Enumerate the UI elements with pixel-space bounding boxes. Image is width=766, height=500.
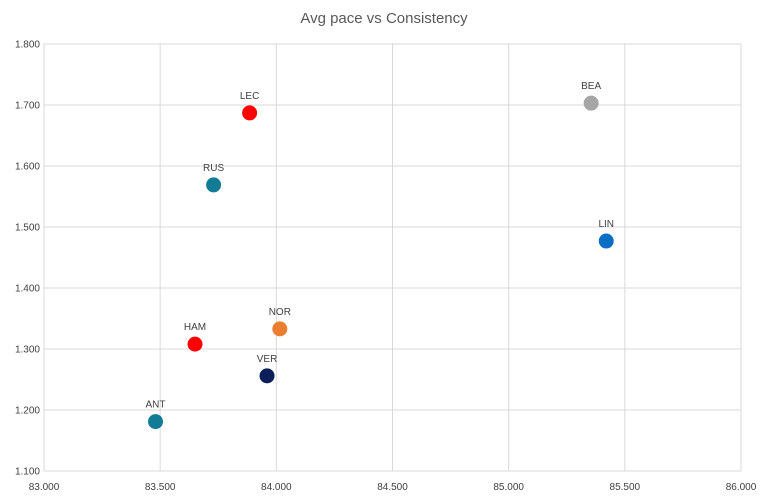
x-tick-label: 84.500 (377, 482, 408, 493)
x-tick-label: 85.000 (493, 482, 524, 493)
x-tick-label: 83.500 (145, 482, 176, 493)
data-points: LEC RUS BEA LIN NOR HAM VER ANT (146, 81, 614, 430)
data-point-ver (259, 368, 275, 384)
x-tick-label: 83.000 (29, 482, 60, 493)
y-axis-ticks: 1.100 1.200 1.300 1.400 1.500 1.600 1.700 1.800 (15, 40, 40, 478)
data-label-ham: HAM (184, 322, 206, 333)
y-tick-label: 1.100 (15, 467, 40, 478)
x-tick-label: 86.000 (726, 482, 757, 493)
y-tick-label: 1.200 (15, 406, 40, 417)
data-label-lin: LIN (598, 219, 614, 230)
x-tick-label: 84.000 (261, 482, 292, 493)
data-point-ham (187, 336, 203, 352)
data-point-ant (148, 414, 164, 430)
y-tick-label: 1.600 (15, 162, 40, 173)
data-label-lec: LEC (240, 91, 259, 102)
y-tick-label: 1.300 (15, 345, 40, 356)
data-label-bea: BEA (581, 81, 601, 92)
data-point-nor (272, 321, 288, 337)
data-point-rus (206, 177, 222, 193)
data-label-rus: RUS (203, 163, 224, 174)
y-tick-label: 1.500 (15, 223, 40, 234)
data-point-lec (242, 105, 258, 121)
y-tick-label: 1.700 (15, 101, 40, 112)
x-axis-ticks: 83.000 83.500 84.000 84.500 85.000 85.500 86.0… (29, 482, 757, 493)
chart-title: Avg pace vs Consistency (300, 10, 468, 27)
x-tick-label: 85.500 (610, 482, 641, 493)
data-point-bea (583, 95, 599, 111)
data-point-lin (598, 233, 614, 249)
y-tick-label: 1.800 (15, 40, 40, 51)
y-tick-label: 1.400 (15, 284, 40, 295)
data-label-nor: NOR (269, 307, 291, 318)
gridlines (43, 43, 742, 472)
data-label-ver: VER (257, 354, 278, 365)
data-label-ant: ANT (146, 400, 166, 411)
